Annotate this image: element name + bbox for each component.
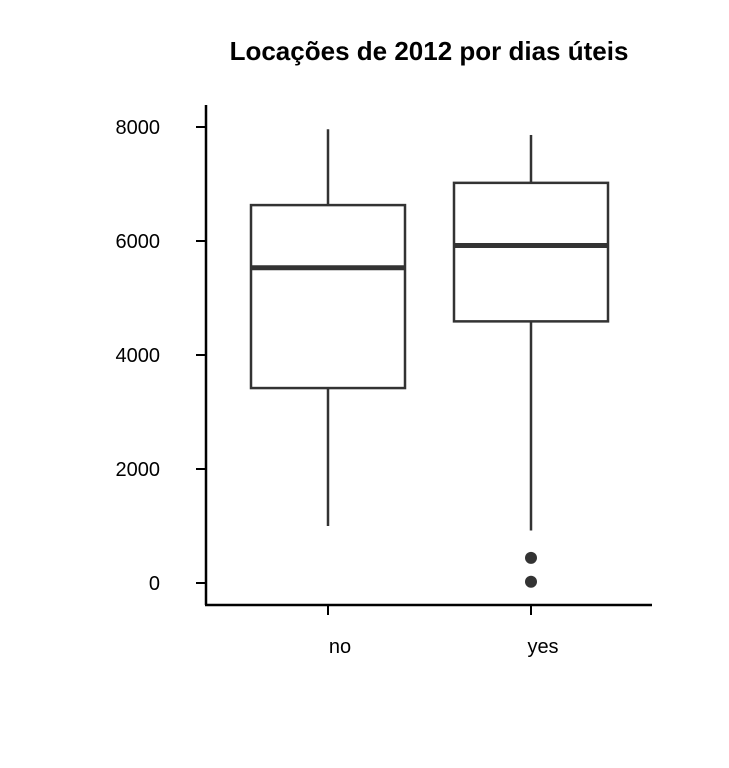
y-tick-label: 4000 xyxy=(116,345,161,367)
iqr-box xyxy=(249,203,407,390)
y-tick-label: 6000 xyxy=(116,231,161,253)
chart-title: Locações de 2012 por dias úteis xyxy=(230,36,629,66)
box-yes xyxy=(452,134,610,588)
x-tick-label-yes: yes xyxy=(527,636,558,658)
y-tick-label: 8000 xyxy=(116,117,161,139)
x-tick-label-no: no xyxy=(329,636,351,658)
iqr-box xyxy=(452,181,610,323)
box-no xyxy=(249,129,407,526)
outlier-point xyxy=(525,575,537,588)
y-tick-label: 0 xyxy=(149,573,160,595)
boxes xyxy=(249,129,610,588)
y-tick-label: 2000 xyxy=(116,459,161,481)
axes: 0 2000 4000 6000 8000 no yes xyxy=(116,105,652,658)
outlier-point xyxy=(525,551,537,564)
